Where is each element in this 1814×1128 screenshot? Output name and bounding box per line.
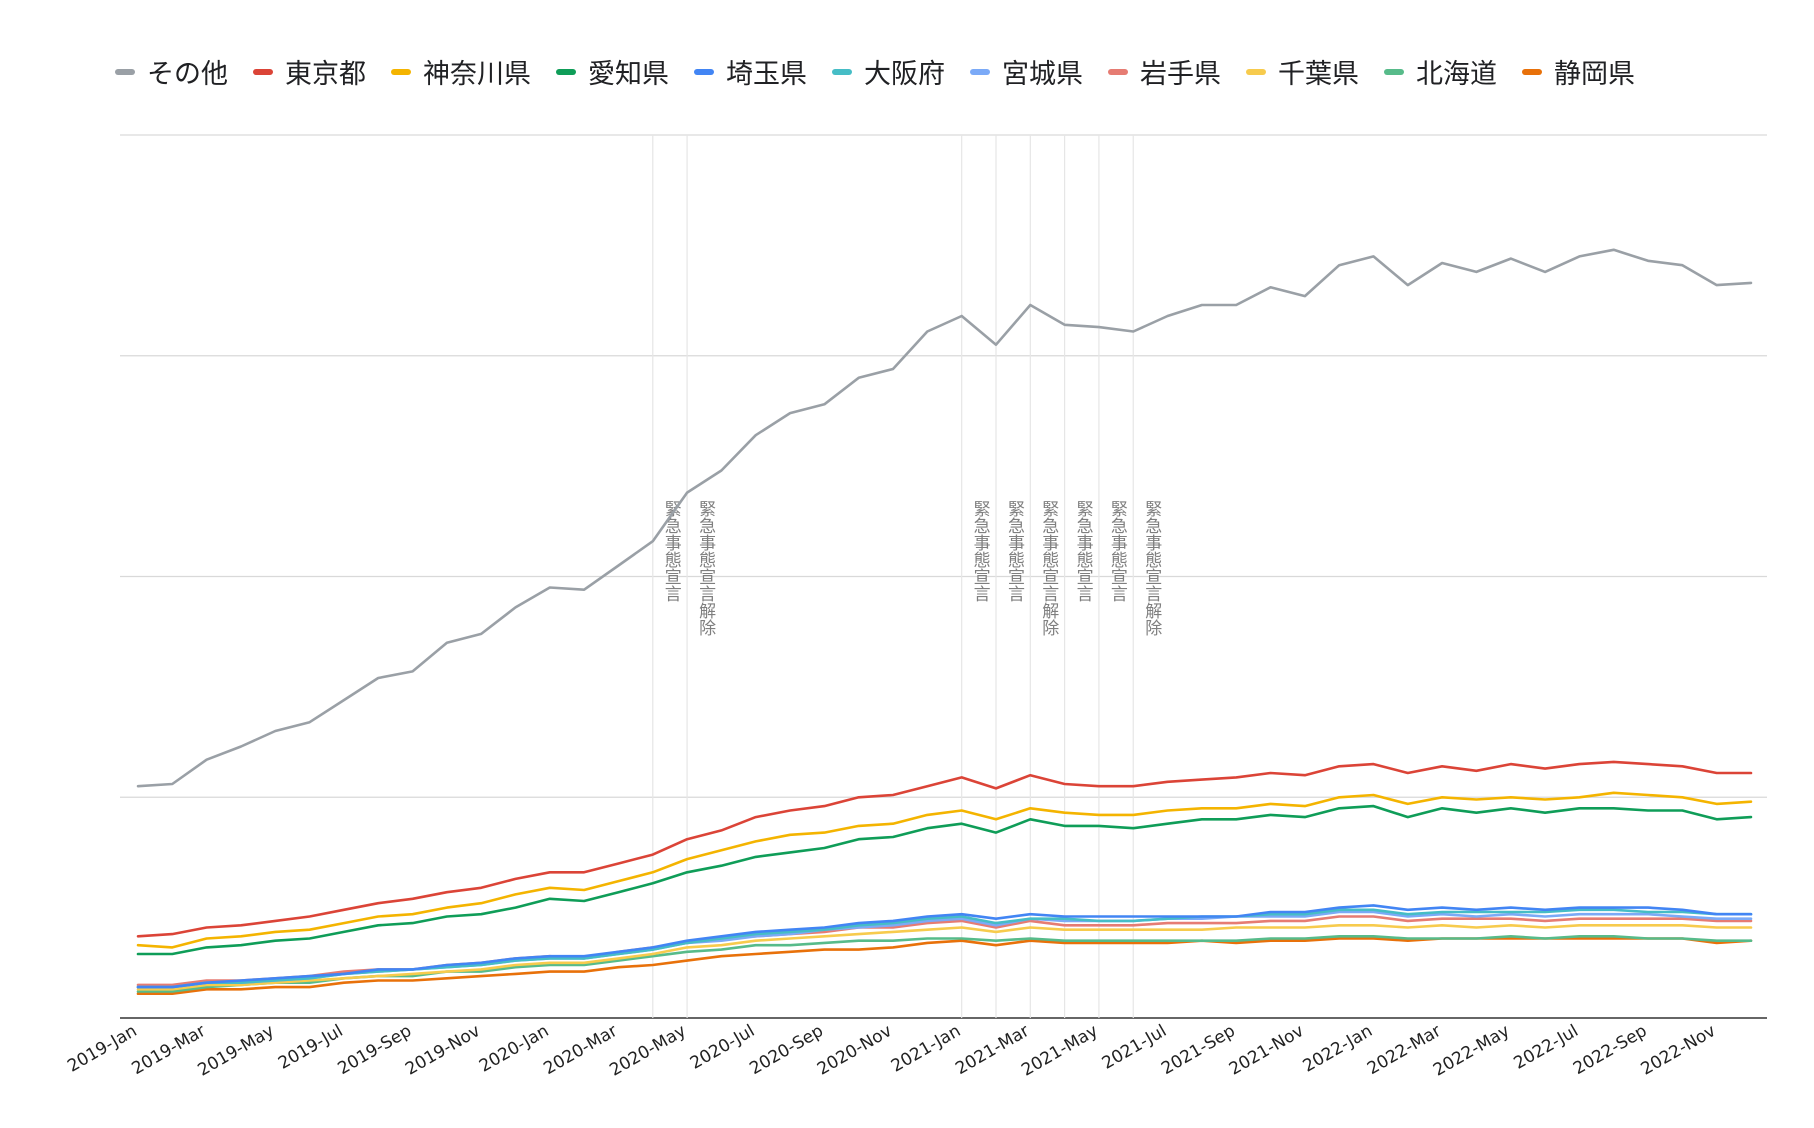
series-line <box>136 791 1753 949</box>
x-tick-label: 2022-Jan <box>1300 1021 1376 1077</box>
legend: その他 東京都 神奈川県 愛知県 埼玉県 大阪府 宮城県 岩手県 千葉県 北海道 静岡県 <box>115 52 1660 91</box>
x-tick-label: 2019-Sep <box>335 1021 416 1079</box>
x-tick-label: 2021-Mar <box>952 1021 1033 1079</box>
legend-item[interactable]: 神奈川県 <box>391 52 531 91</box>
legend-swatch <box>970 68 990 75</box>
x-tick-label: 2022-Sep <box>1570 1021 1651 1079</box>
annotation-label: 緊急事態宣言 <box>1004 500 1025 602</box>
legend-item[interactable]: 北海道 <box>1384 52 1497 91</box>
legend-label: 北海道 <box>1416 59 1497 90</box>
legend-swatch <box>1384 68 1404 75</box>
legend-label: 宮城県 <box>1002 59 1083 90</box>
x-tick-label: 2019-Jan <box>64 1021 140 1077</box>
legend-item[interactable]: 岩手県 <box>1108 52 1221 91</box>
legend-label: 神奈川県 <box>423 59 531 90</box>
x-tick-label: 2020-Mar <box>540 1021 621 1079</box>
x-tick-label: 2020-May <box>606 1021 689 1081</box>
x-tick-label: 2022-Mar <box>1364 1021 1445 1079</box>
series-line <box>136 923 1753 991</box>
x-tick-label: 2020-Jul <box>687 1021 758 1074</box>
legend-item[interactable]: 静岡県 <box>1522 52 1635 91</box>
legend-item[interactable]: 宮城県 <box>970 52 1083 91</box>
legend-swatch <box>115 68 135 75</box>
x-tick-label: 2022-Jul <box>1511 1021 1582 1074</box>
series-line <box>136 804 1753 956</box>
series-line <box>136 760 1753 938</box>
legend-swatch <box>556 68 576 75</box>
x-tick-label: 2019-Jul <box>275 1021 346 1074</box>
x-tick-label: 2021-May <box>1018 1021 1101 1081</box>
legend-label: 千葉県 <box>1278 59 1359 90</box>
x-tick-label: 2019-May <box>195 1021 278 1081</box>
legend-swatch <box>391 68 411 75</box>
series-line <box>136 904 1753 989</box>
legend-item[interactable]: 千葉県 <box>1246 52 1359 91</box>
legend-label: 大阪府 <box>864 59 945 90</box>
legend-swatch <box>1108 68 1128 75</box>
legend-label: 岩手県 <box>1140 59 1221 90</box>
legend-item[interactable]: 埼玉県 <box>694 52 807 91</box>
legend-swatch <box>694 68 714 75</box>
legend-label: 埼玉県 <box>726 59 807 90</box>
legend-item[interactable]: 東京都 <box>253 52 366 91</box>
legend-label: 静岡県 <box>1554 59 1635 90</box>
legend-label: 東京都 <box>285 59 366 90</box>
series-line <box>136 934 1753 993</box>
x-tick-label: 2020-Sep <box>746 1021 827 1079</box>
x-tick-label: 2022-May <box>1430 1021 1513 1081</box>
x-tick-label: 2022-Nov <box>1638 1021 1720 1080</box>
annotation-label: 緊急事態宣言 <box>1073 500 1094 602</box>
x-tick-label: 2021-Jul <box>1099 1021 1170 1074</box>
annotation-label: 緊急事態宣言 <box>970 500 991 602</box>
x-tick-label: 2019-Nov <box>402 1021 484 1080</box>
annotation-label: 緊急事態宣言 <box>661 500 682 602</box>
x-tick-label: 2021-Nov <box>1226 1021 1308 1080</box>
legend-item[interactable]: その他 <box>115 52 228 91</box>
x-tick-label: 2019-Mar <box>129 1021 210 1079</box>
x-tick-label: 2020-Nov <box>814 1021 896 1080</box>
legend-item[interactable]: 大阪府 <box>832 52 945 91</box>
series-line <box>136 937 1753 996</box>
series-line <box>136 248 1753 788</box>
annotation-label: 緊急事態宣言 <box>1107 500 1128 602</box>
annotation-label: 緊急事態宣言解除 <box>1141 500 1162 636</box>
legend-label: その他 <box>147 59 228 90</box>
legend-label: 愛知県 <box>588 59 669 90</box>
x-tick-label: 2020-Jan <box>476 1021 552 1077</box>
x-tick-label: 2021-Jan <box>888 1021 964 1077</box>
legend-swatch <box>832 68 852 75</box>
legend-item[interactable]: 愛知県 <box>556 52 669 91</box>
legend-swatch <box>1522 68 1542 75</box>
legend-swatch <box>1246 68 1266 75</box>
annotation-label: 緊急事態宣言解除 <box>1038 500 1059 636</box>
annotation-label: 緊急事態宣言解除 <box>695 500 716 636</box>
series-line <box>136 915 1753 987</box>
legend-swatch <box>253 68 273 75</box>
x-tick-label: 2021-Sep <box>1158 1021 1239 1079</box>
